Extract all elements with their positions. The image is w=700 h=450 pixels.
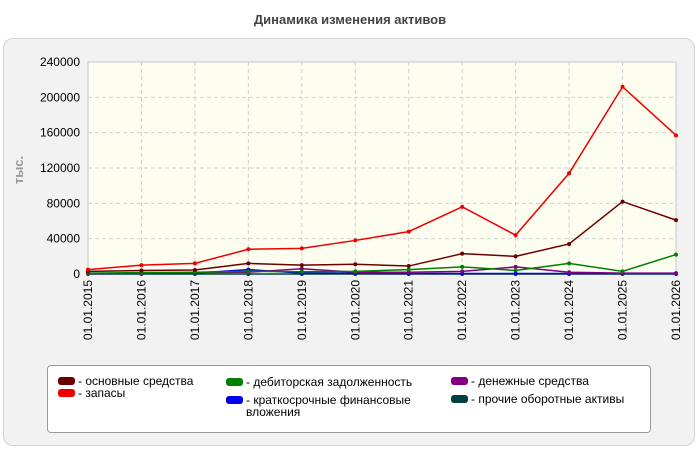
legend-label: - денежные средства bbox=[471, 374, 589, 388]
data-point bbox=[460, 264, 465, 269]
y-tick-label: 40000 bbox=[47, 232, 81, 246]
data-point bbox=[353, 262, 358, 267]
y-tick-label: 240000 bbox=[40, 55, 80, 69]
data-point bbox=[513, 268, 518, 273]
data-point bbox=[139, 268, 144, 273]
legend-swatch bbox=[451, 377, 468, 385]
legend-item-short-term-investments: - краткосрочные финансовые вложения bbox=[226, 394, 436, 418]
data-point bbox=[460, 204, 465, 209]
legend-swatch bbox=[226, 396, 243, 404]
data-point bbox=[567, 270, 572, 275]
legend-label: - прочие оборотные активы bbox=[471, 392, 625, 406]
legend-item-fixed-assets: - основные средства bbox=[58, 375, 268, 387]
data-point bbox=[460, 251, 465, 256]
x-tick-label: 01.01.2018 bbox=[241, 280, 255, 340]
legend-label: - дебиторская задолженность bbox=[246, 375, 413, 389]
data-point bbox=[406, 267, 411, 272]
legend-label: - краткосрочные финансовые вложения bbox=[246, 393, 411, 419]
legend-swatch bbox=[451, 395, 468, 403]
data-point bbox=[513, 254, 518, 259]
data-point bbox=[674, 271, 678, 276]
data-point bbox=[513, 233, 518, 238]
y-axis-ticks: 0 40000 80000 120000 160000 200000 240000 bbox=[40, 55, 80, 281]
legend-swatch bbox=[58, 389, 75, 397]
data-point bbox=[406, 264, 411, 269]
data-point bbox=[674, 252, 678, 257]
legend-swatch bbox=[226, 378, 243, 386]
series-line bbox=[87, 85, 677, 271]
data-point bbox=[513, 264, 518, 269]
data-point bbox=[567, 241, 572, 246]
data-point bbox=[246, 269, 251, 274]
data-point bbox=[192, 268, 197, 273]
data-point bbox=[299, 263, 304, 268]
data-point bbox=[246, 261, 251, 266]
data-point bbox=[460, 269, 465, 274]
y-tick-label: 160000 bbox=[40, 126, 80, 140]
x-tick-label: 01.01.2019 bbox=[295, 280, 309, 340]
legend-item-cash: - денежные средства bbox=[451, 375, 661, 387]
legend-label: - запасы bbox=[78, 386, 126, 400]
y-axis-label: тыс. bbox=[11, 156, 26, 184]
x-tick-label: 01.01.2020 bbox=[348, 280, 362, 340]
y-tick-label: 120000 bbox=[40, 161, 80, 175]
data-point bbox=[299, 246, 304, 251]
data-point bbox=[620, 269, 625, 274]
x-tick-label: 01.01.2016 bbox=[134, 280, 148, 340]
data-point bbox=[353, 238, 358, 243]
y-tick-label: 0 bbox=[73, 267, 80, 281]
data-point bbox=[246, 247, 251, 252]
series-line bbox=[87, 200, 677, 273]
x-axis-ticks: 01.01.2015 01.01.2016 01.01.2017 01.01.2018… bbox=[81, 280, 683, 340]
data-point bbox=[674, 133, 678, 138]
y-tick-label: 80000 bbox=[47, 196, 81, 210]
data-point bbox=[567, 261, 572, 266]
x-tick-label: 01.01.2021 bbox=[402, 280, 416, 340]
data-point bbox=[192, 261, 197, 266]
data-point bbox=[139, 263, 144, 268]
data-point bbox=[299, 266, 304, 271]
data-point bbox=[353, 269, 358, 274]
x-tick-label: 01.01.2017 bbox=[188, 280, 202, 340]
series-line bbox=[87, 253, 677, 274]
legend-label: - основные средства bbox=[78, 374, 194, 388]
x-tick-label: 01.01.2022 bbox=[455, 280, 469, 340]
x-tick-label: 01.01.2024 bbox=[562, 280, 576, 340]
data-point bbox=[674, 218, 678, 223]
legend-item-other-current-assets: - прочие оборотные активы bbox=[451, 393, 661, 405]
data-point bbox=[406, 229, 411, 234]
legend-swatch bbox=[58, 377, 75, 385]
series-lines bbox=[86, 84, 678, 276]
x-tick-label: 01.01.2026 bbox=[669, 280, 683, 340]
y-tick-label: 200000 bbox=[40, 90, 80, 104]
legend-item-receivables: - дебиторская задолженность bbox=[226, 376, 436, 388]
data-point bbox=[567, 171, 572, 176]
data-point bbox=[86, 267, 90, 272]
data-point bbox=[513, 271, 518, 276]
x-tick-label: 01.01.2025 bbox=[616, 280, 630, 340]
chart-title: Динамика изменения активов bbox=[253, 12, 447, 27]
data-point bbox=[620, 199, 625, 204]
gridlines bbox=[88, 62, 676, 274]
data-point bbox=[620, 84, 625, 89]
x-tick-label: 01.01.2023 bbox=[509, 280, 523, 340]
legend: - основные средства - запасы - дебиторск… bbox=[47, 365, 651, 433]
legend-item-inventories: - запасы bbox=[58, 387, 268, 399]
x-tick-label: 01.01.2015 bbox=[81, 280, 95, 340]
data-point bbox=[299, 269, 304, 274]
